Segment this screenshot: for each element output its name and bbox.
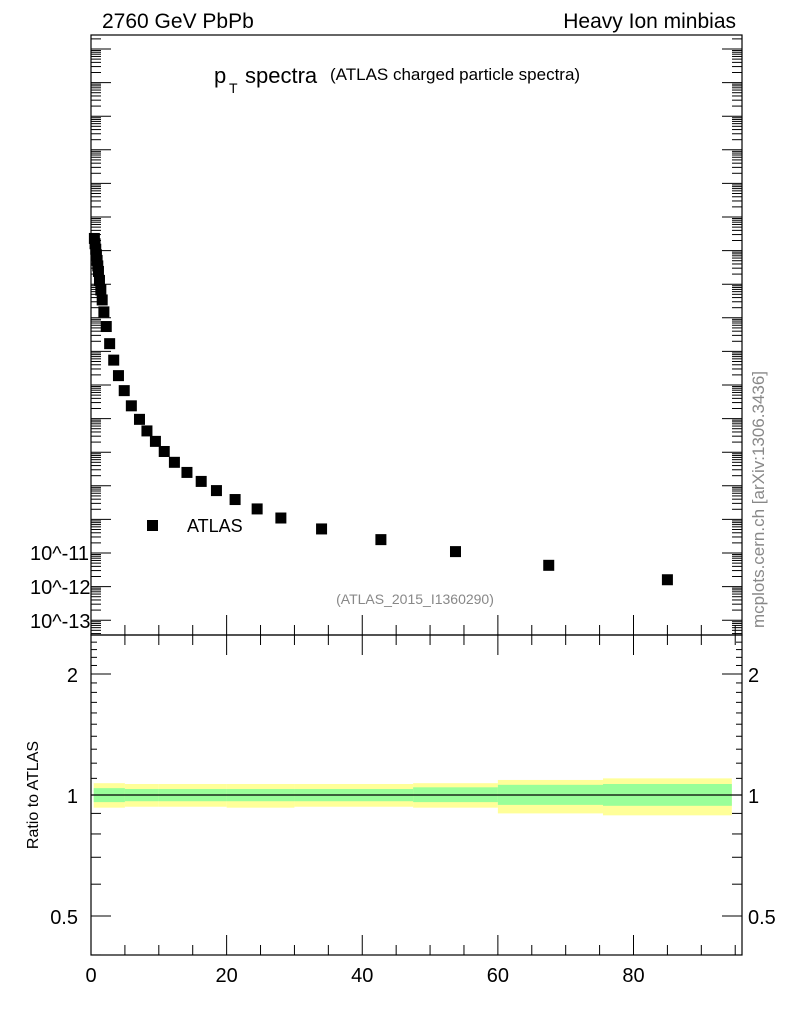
ratio-tick-labels: 0.5 0.51 12 20 20 40 60 80 [50,665,776,987]
plot-title-extra: (ATLAS charged particle spectra) [330,65,580,84]
data-point [104,338,116,350]
x-tick-label: 20 [216,965,238,987]
ratio-panel: 0.5 0.51 12 20 20 40 60 80 Ratio to ATLAS [25,615,776,987]
ratio-y-label-left: 1 [67,786,78,808]
x-tick-label: 40 [351,965,373,987]
uncertainty-bands [93,778,732,816]
data-point [251,503,263,515]
header-left: 2760 GeV PbPb [102,10,254,33]
data-point [181,466,193,478]
ratio-ylabel: Ratio to ATLAS [25,741,42,849]
data-point [168,456,180,468]
plot-title-main: p [214,63,226,88]
y-tick-label-1e-13: 10^-13 [30,611,91,633]
ratio-y-label-left: 0.5 [50,907,78,929]
data-point [100,321,112,333]
header-right: Heavy Ion minbias [563,10,736,33]
y-tick-label-1e-12: 10^-12 [30,577,91,599]
data-points [88,232,673,586]
data-point [118,385,130,397]
data-point [92,265,104,277]
plot-title-sub: T [229,80,238,96]
data-point [98,306,110,318]
data-point [141,425,153,437]
x-tick-label: 0 [85,965,96,987]
data-point [543,559,555,571]
legend-label-atlas: ATLAS [187,516,243,536]
data-point [375,534,387,546]
watermark: mcplots.cern.ch [arXiv:1306.3436] [749,371,768,628]
data-point [661,574,673,586]
data-point [449,546,461,558]
data-point [149,435,161,447]
ratio-y-label-right: 2 [748,665,759,687]
data-point [90,249,102,261]
data-point [90,243,102,255]
legend-marker-atlas [147,520,158,531]
data-point [210,485,222,497]
data-point [195,475,207,487]
data-point [92,260,104,272]
main-axis-ticks [91,38,742,635]
data-point [96,294,108,306]
analysis-id: (ATLAS_2015_I1360290) [336,591,494,607]
data-point [229,494,241,506]
ratio-y-label-left: 2 [67,665,78,687]
data-point [95,284,107,296]
data-point [125,400,137,412]
y-tick-label-1e-11: 10^-11 [30,543,89,565]
data-point [93,274,105,286]
x-tick-label: 60 [487,965,509,987]
data-point [158,445,170,457]
data-point [133,413,145,425]
data-point [316,523,328,535]
ratio-axis-ticks [90,615,742,956]
data-point [275,512,287,524]
main-panel: p T spectra (ATLAS charged particle spec… [30,34,743,636]
ratio-y-label-right: 1 [748,786,759,808]
x-tick-label: 80 [622,965,644,987]
data-point [112,370,124,382]
ratio-y-label-right: 0.5 [748,907,776,929]
main-frame [90,34,743,636]
data-point [108,354,120,366]
plot-title-word: spectra [245,63,318,88]
